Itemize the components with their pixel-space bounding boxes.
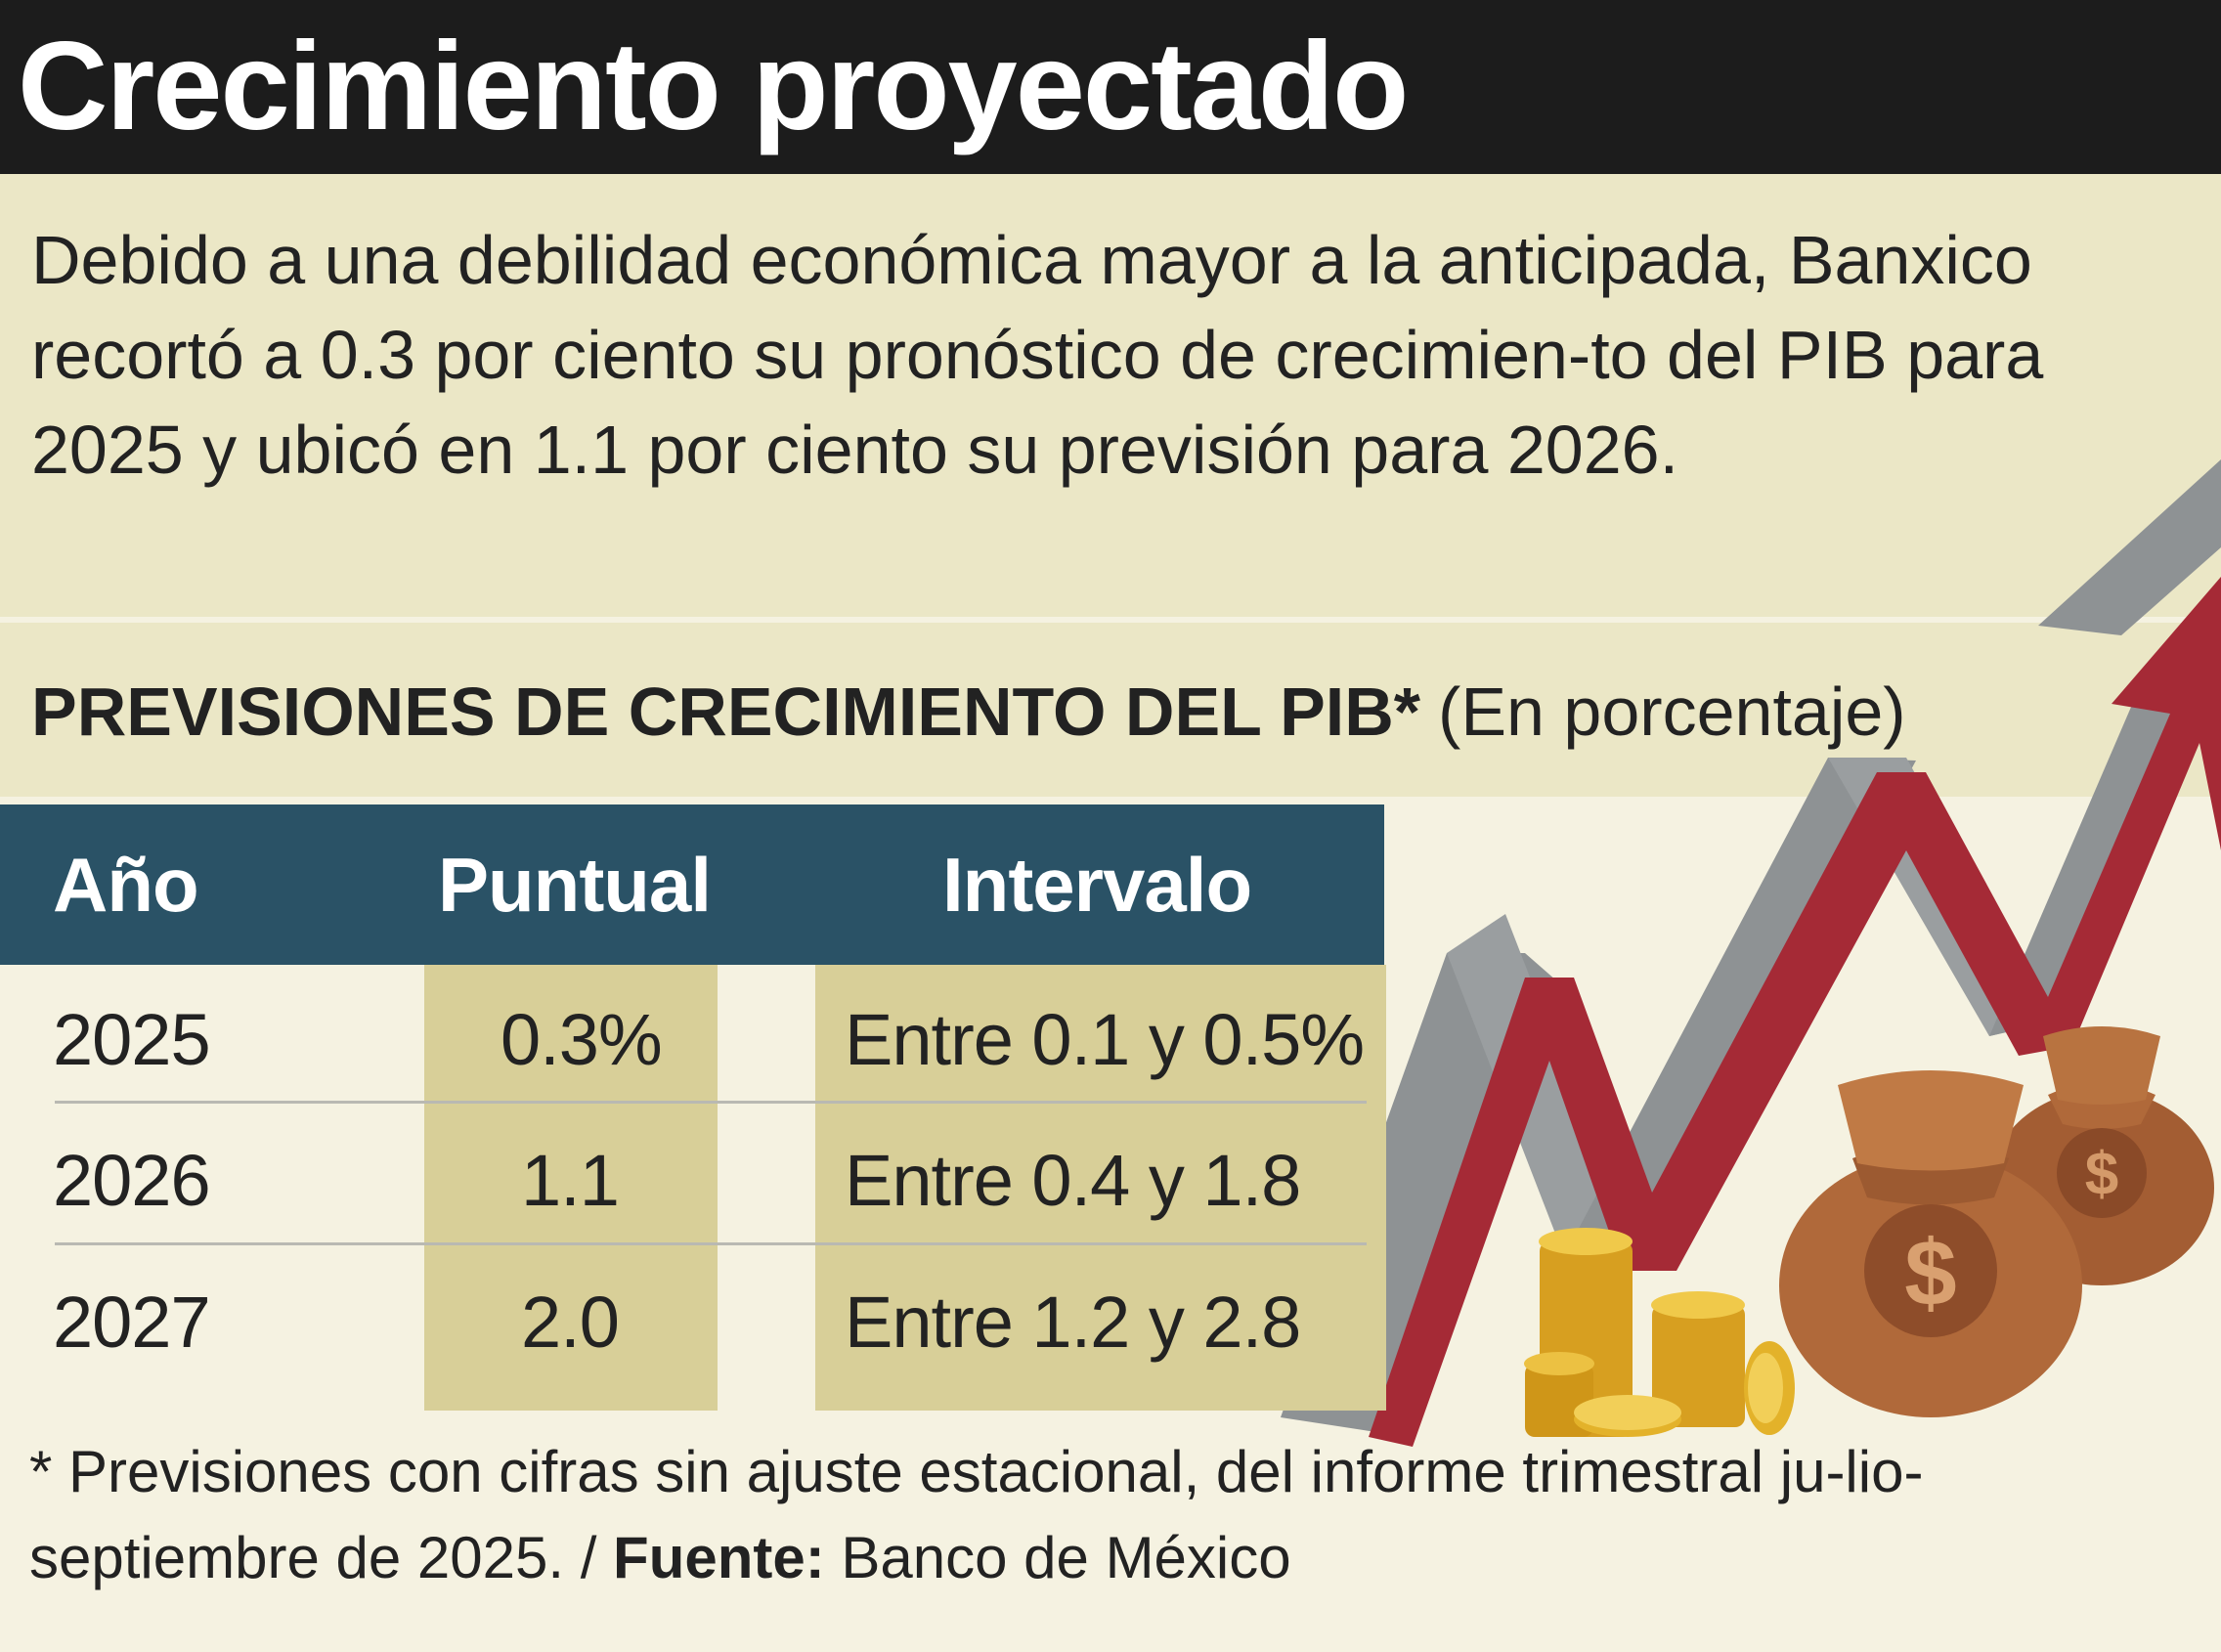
interval-column-highlight	[815, 965, 1386, 1411]
cell-point: 1.1	[521, 1140, 620, 1221]
footnote: * Previsiones con cifras sin ajuste esta…	[29, 1429, 2180, 1601]
cell-year: 2025	[53, 999, 211, 1080]
money-bag-icon: $	[1779, 1070, 2082, 1417]
cell-point: 2.0	[521, 1282, 620, 1363]
svg-text:$: $	[1904, 1221, 1956, 1326]
row-divider	[55, 1242, 1367, 1245]
cell-interval: Entre 1.2 y 2.8	[845, 1282, 1301, 1363]
source-label: Fuente:	[613, 1525, 825, 1590]
table-row: 2026 1.1 Entre 0.4 y 1.8	[0, 1110, 1384, 1251]
table-row: 2027 2.0 Entre 1.2 y 2.8	[0, 1252, 1384, 1393]
title-bar: Crecimiento proyectado	[0, 0, 2221, 174]
table-title-main: PREVISIONES DE CRECIMIENTO DEL PIB*	[31, 674, 1421, 750]
cell-interval: Entre 0.4 y 1.8	[845, 1140, 1301, 1221]
svg-text:$: $	[2085, 1141, 2118, 1208]
column-header-point: Puntual	[438, 842, 712, 928]
table-title: PREVISIONES DE CRECIMIENTO DEL PIB* (En p…	[31, 668, 1906, 756]
row-divider	[55, 1101, 1367, 1104]
footnote-note: * Previsiones con cifras sin ajuste esta…	[29, 1439, 1924, 1590]
column-header-year: Año	[53, 842, 199, 928]
source-value: Banco de México	[841, 1525, 1291, 1590]
intro-panel: Debido a una debilidad económica mayor a…	[0, 174, 2221, 617]
intro-text: Debido a una debilidad económica mayor a…	[31, 222, 2044, 488]
point-column-highlight	[424, 965, 718, 1411]
cell-point: 0.3%	[501, 999, 663, 1080]
cell-year: 2027	[53, 1282, 211, 1363]
table-row: 2025 0.3% Entre 0.1 y 0.5%	[0, 970, 1384, 1110]
table-header: Año Puntual Intervalo	[0, 804, 1384, 965]
section-divider	[0, 617, 2221, 623]
page-title: Crecimiento proyectado	[18, 17, 1409, 156]
coin-stack-icon	[1524, 1228, 1795, 1437]
cell-year: 2026	[53, 1140, 211, 1221]
table-title-unit: (En porcentaje)	[1438, 674, 1906, 750]
cell-interval: Entre 0.1 y 0.5%	[845, 999, 1365, 1080]
column-header-interval: Intervalo	[942, 842, 1252, 928]
